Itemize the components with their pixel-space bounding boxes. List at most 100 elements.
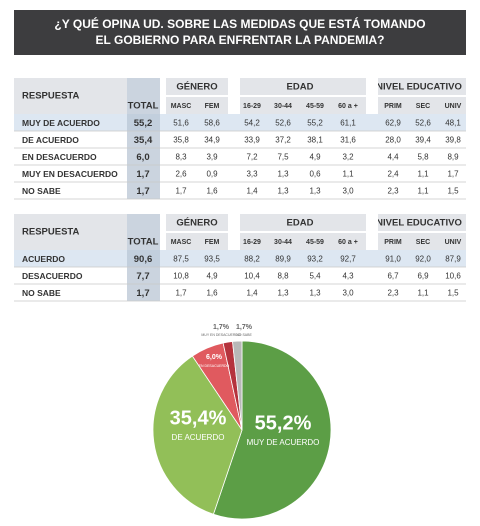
column-header: SEC xyxy=(416,239,430,246)
cell-value: 87,5 xyxy=(173,255,189,264)
slice-value-label: 55,2% xyxy=(255,412,312,434)
cell-value: 1,3 xyxy=(277,289,289,298)
cell-value: 10,4 xyxy=(244,272,260,281)
row-label: ACUERDO xyxy=(22,254,65,264)
cell-value: 2,3 xyxy=(387,187,399,196)
cell-value: 51,6 xyxy=(173,119,189,128)
cell-value: 8,8 xyxy=(277,272,289,281)
cell-value: 1,3 xyxy=(277,187,289,196)
group-header: EDAD xyxy=(287,82,314,93)
cell-value: 0,6 xyxy=(309,170,321,179)
cell-value: 1,1 xyxy=(417,187,429,196)
column-header: 60 a + xyxy=(338,103,358,110)
total-cell-bg xyxy=(127,114,160,131)
cell-value: 1,3 xyxy=(309,187,321,196)
cell-value: 54,2 xyxy=(244,119,260,128)
row-label: EN DESACUERDO xyxy=(22,152,97,162)
cell-value: 1,7 xyxy=(136,186,149,197)
row-label: NO SABE xyxy=(22,288,61,298)
column-header: FEM xyxy=(205,103,220,110)
cell-value: 92,0 xyxy=(415,255,431,264)
slice-category-label: DE ACUERDO xyxy=(172,433,225,442)
column-header: MASC xyxy=(171,103,192,110)
column-header: SEC xyxy=(416,103,430,110)
column-header: 30-44 xyxy=(274,239,292,246)
cell-value: 88,2 xyxy=(244,255,260,264)
row-label: NO SABE xyxy=(22,186,61,196)
cell-value: 1,3 xyxy=(277,170,289,179)
cell-value: 0,9 xyxy=(206,170,218,179)
row-label: MUY EN DESACUERDO xyxy=(22,169,118,179)
cell-value: 35,8 xyxy=(173,136,189,145)
cell-value: 1,4 xyxy=(246,289,258,298)
cell-value: 1,7 xyxy=(175,289,187,298)
column-gap xyxy=(228,78,234,114)
column-header: FEM xyxy=(205,239,220,246)
cell-value: 52,6 xyxy=(415,119,431,128)
cell-value: 34,9 xyxy=(204,136,220,145)
cell-value: 8,9 xyxy=(447,153,459,162)
column-gap xyxy=(234,78,240,114)
cell-value: 3,3 xyxy=(246,170,258,179)
cell-value: 90,6 xyxy=(134,254,153,265)
cell-value: 5,8 xyxy=(417,153,429,162)
pie-slice xyxy=(152,355,243,515)
cell-value: 38,1 xyxy=(307,136,323,145)
column-gap xyxy=(228,214,234,250)
group-header: EDAD xyxy=(287,218,314,229)
column-header: UNIV xyxy=(445,103,462,110)
cell-value: 6,7 xyxy=(387,272,399,281)
column-gap xyxy=(160,78,166,114)
slice-category-label: MUY DE ACUERDO xyxy=(247,438,320,447)
column-gap xyxy=(366,78,372,114)
slice-category-label: MUY EN DESACUERDO xyxy=(201,333,240,337)
slice-value-label: 1,7% xyxy=(236,324,253,331)
title-line: EL GOBIERNO PARA ENFRENTAR LA PANDEMIA? xyxy=(96,33,385,47)
cell-value: 1,7 xyxy=(447,170,459,179)
cell-value: 4,4 xyxy=(387,153,399,162)
column-header: PRIM xyxy=(384,103,402,110)
cell-value: 2,3 xyxy=(387,289,399,298)
row-label: DE ACUERDO xyxy=(22,135,79,145)
cell-value: 1,5 xyxy=(447,187,459,196)
column-header: RESPUESTA xyxy=(22,91,80,102)
cell-value: 1,7 xyxy=(136,288,149,299)
cell-value: 61,1 xyxy=(340,119,356,128)
cell-value: 3,0 xyxy=(342,289,354,298)
column-header: 60 a + xyxy=(338,239,358,246)
cell-value: 39,4 xyxy=(415,136,431,145)
column-header: 16-29 xyxy=(243,103,261,110)
group-header: GÉNERO xyxy=(176,82,217,93)
cell-value: 58,6 xyxy=(204,119,220,128)
cell-value: 6,0 xyxy=(136,152,149,163)
cell-value: 48,1 xyxy=(445,119,461,128)
title-line: ¿Y QUÉ OPINA UD. SOBRE LAS MEDIDAS QUE E… xyxy=(54,16,425,31)
cell-value: 3,9 xyxy=(206,153,218,162)
cell-value: 10,6 xyxy=(445,272,461,281)
group-header: GÉNERO xyxy=(176,218,217,229)
column-header: 45-59 xyxy=(306,103,324,110)
column-gap xyxy=(372,214,378,250)
cell-value: 2,6 xyxy=(175,170,187,179)
cell-value: 7,5 xyxy=(277,153,289,162)
cell-value: 1,5 xyxy=(447,289,459,298)
cell-value: 89,9 xyxy=(275,255,291,264)
title-banner xyxy=(14,10,466,55)
cell-value: 52,6 xyxy=(275,119,291,128)
cell-value: 4,9 xyxy=(309,153,321,162)
cell-value: 1,1 xyxy=(417,170,429,179)
cell-value: 1,4 xyxy=(246,187,258,196)
cell-value: 3,2 xyxy=(342,153,354,162)
cell-value: 35,4 xyxy=(134,135,153,146)
cell-value: 4,9 xyxy=(206,272,218,281)
cell-value: 10,8 xyxy=(173,272,189,281)
column-gap xyxy=(234,214,240,250)
cell-value: 7,7 xyxy=(136,271,149,282)
cell-value: 4,3 xyxy=(342,272,354,281)
cell-value: 93,2 xyxy=(307,255,323,264)
cell-value: 7,2 xyxy=(246,153,258,162)
column-header: UNIV xyxy=(445,239,462,246)
cell-value: 39,8 xyxy=(445,136,461,145)
